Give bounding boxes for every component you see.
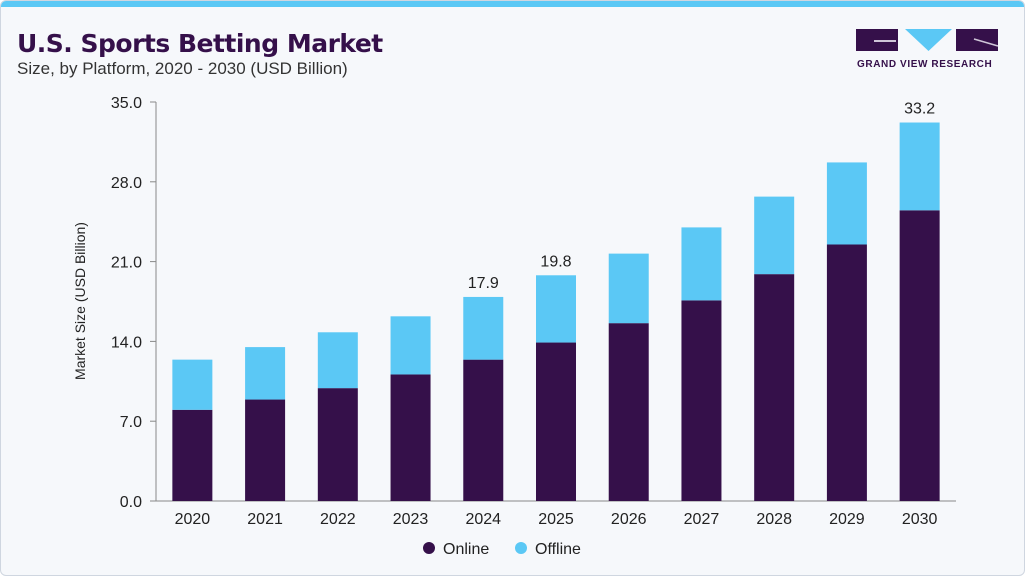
bar-online-2021	[245, 399, 286, 501]
x-tick-label: 2026	[611, 511, 647, 528]
legend-online-swatch	[423, 542, 435, 554]
legend-offline-swatch	[515, 542, 527, 554]
y-tick-label: 14.0	[111, 334, 142, 351]
chart-subtitle: Size, by Platform, 2020 - 2030 (USD Bill…	[17, 59, 348, 78]
chart-title: U.S. Sports Betting Market	[17, 29, 383, 58]
bar-offline-2026	[608, 253, 649, 324]
bar-online-2030	[899, 210, 940, 502]
y-tick-label: 28.0	[111, 175, 142, 192]
bar-offline-2021	[245, 347, 286, 400]
x-tick-label: 2027	[684, 511, 720, 528]
bar-online-2020	[172, 409, 213, 501]
y-tick-label: 21.0	[111, 255, 142, 272]
bar-online-2025	[536, 342, 576, 501]
bar-online-2028	[754, 274, 795, 501]
data-label-2025: 19.8	[540, 253, 571, 270]
bar-offline-2028	[754, 196, 795, 275]
bar-online-2024	[463, 359, 504, 501]
x-tick-label: 2030	[902, 511, 938, 528]
x-tick-label: 2029	[829, 511, 865, 528]
bar-offline-2020	[172, 359, 213, 410]
x-tick-label: 2021	[247, 511, 283, 528]
y-tick-label: 0.0	[120, 494, 142, 511]
grand-view-research-logo	[856, 29, 999, 51]
legend-online-label: Online	[443, 541, 489, 558]
bar-offline-2029	[826, 162, 867, 245]
data-label-2030: 33.2	[904, 101, 935, 118]
x-tick-label: 2023	[393, 511, 429, 528]
bar-online-2027	[681, 300, 722, 501]
bar-online-2022	[317, 388, 358, 501]
y-tick-label: 7.0	[120, 414, 142, 431]
bar-offline-2030	[899, 122, 940, 211]
legend-offline-label: Offline	[535, 541, 581, 558]
x-tick-label: 2025	[538, 511, 574, 528]
bar-online-2023	[390, 374, 431, 501]
bar-offline-2025	[536, 275, 576, 343]
bar-offline-2024	[463, 296, 504, 360]
x-tick-label: 2024	[465, 511, 501, 528]
x-tick-label: 2020	[175, 511, 211, 528]
x-tick-label: 2022	[320, 511, 356, 528]
data-label-2024: 17.9	[468, 275, 499, 292]
y-axis-label: Market Size (USD Billion)	[72, 222, 88, 380]
logo-text: GRAND VIEW RESEARCH	[857, 59, 993, 70]
bar-online-2029	[826, 244, 867, 501]
accent-bar	[1, 1, 1024, 7]
bar-offline-2022	[317, 332, 358, 389]
bar-offline-2023	[390, 316, 431, 375]
x-tick-label: 2028	[756, 511, 792, 528]
y-tick-label: 35.0	[111, 95, 142, 112]
bar-online-2026	[608, 323, 649, 501]
bar-offline-2027	[681, 227, 722, 301]
